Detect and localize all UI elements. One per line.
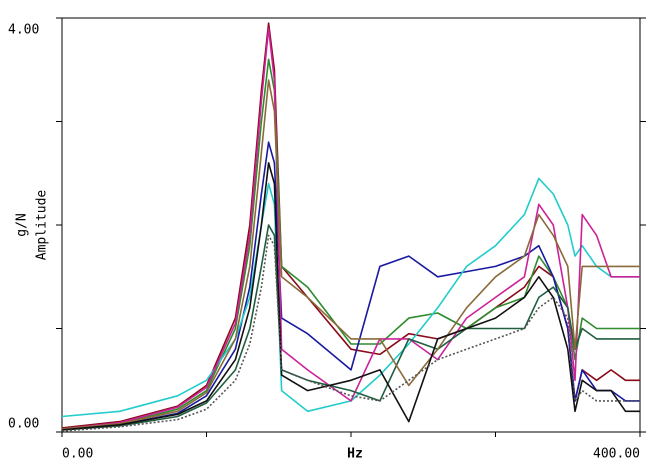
y-tick-label: 4.00 (8, 23, 39, 38)
series-line (61, 224, 640, 431)
x-tick-label: 0.00 (62, 447, 93, 462)
series-line (61, 58, 640, 430)
y-axis-unit: g/N (15, 213, 30, 236)
x-axis-label: Hz (347, 447, 363, 462)
y-axis-label: Amplitude (35, 190, 50, 261)
series-line (61, 177, 640, 418)
x-tick-label: 400.00 (593, 447, 640, 462)
series-line (61, 141, 640, 430)
series-line (61, 162, 640, 431)
series-line (61, 79, 640, 430)
series-line (61, 234, 640, 432)
y-tick-label: 0.00 (8, 417, 39, 432)
